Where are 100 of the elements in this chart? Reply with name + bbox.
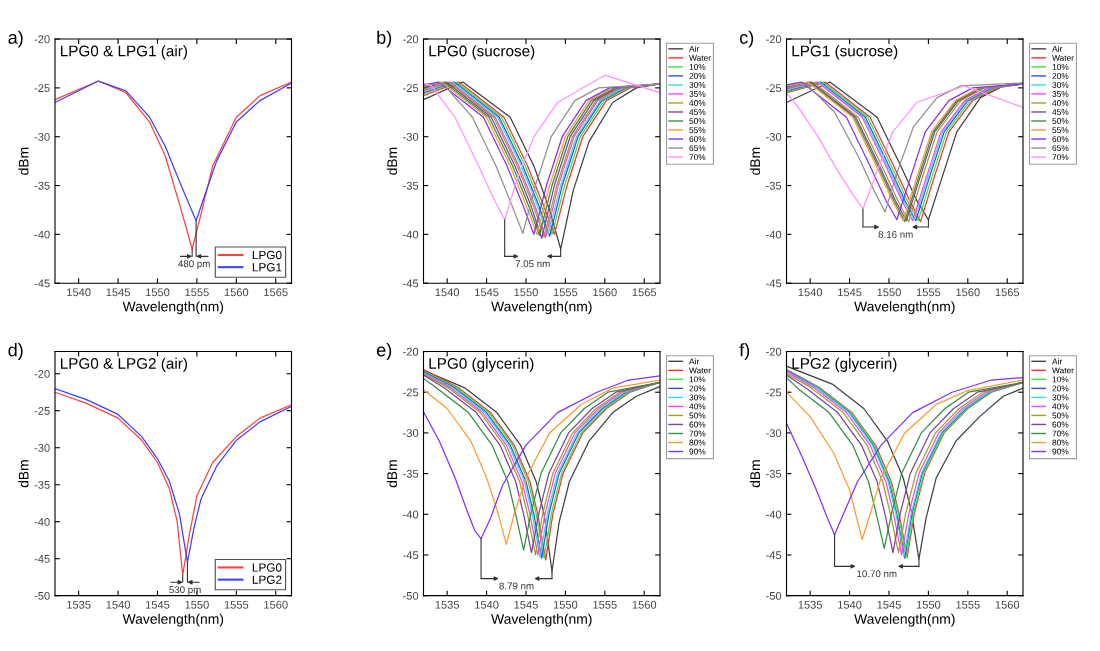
y-tick-label: -50 bbox=[34, 591, 50, 600]
x-tick-label: 1545 bbox=[877, 600, 901, 609]
x-tick-label: 1545 bbox=[838, 288, 862, 297]
y-tick-label: -45 bbox=[34, 279, 50, 288]
y-tick-label: -45 bbox=[766, 279, 782, 288]
legend-label: 65% bbox=[1052, 145, 1069, 152]
annotation: 7.05 nm bbox=[515, 260, 550, 268]
x-axis-title: Wavelength(nm) bbox=[491, 613, 592, 627]
y-tick-label: -40 bbox=[766, 230, 782, 239]
x-tick-label: 1555 bbox=[593, 600, 617, 609]
text: c) bbox=[739, 30, 754, 48]
x-tick-label: 1550 bbox=[916, 600, 941, 609]
legend-label: 10% bbox=[689, 376, 706, 383]
x-tick-label: 1560 bbox=[995, 600, 1020, 609]
legend-label: 80% bbox=[689, 439, 706, 446]
y-tick-label: -25 bbox=[766, 84, 782, 93]
legend-label: Water bbox=[689, 55, 711, 61]
y-tick-label: -50 bbox=[766, 591, 782, 600]
x-tick-label: 1560 bbox=[593, 288, 617, 297]
legend-label: 20% bbox=[689, 73, 706, 79]
chart-title: LPG0 & LPG2 (air) bbox=[60, 357, 187, 372]
legend-label: Water bbox=[1052, 55, 1074, 61]
legend-label: 10% bbox=[689, 63, 706, 70]
x-tick-label: 1545 bbox=[475, 288, 499, 297]
y-tick-label: -35 bbox=[403, 469, 419, 478]
legend-label: 30% bbox=[1052, 82, 1069, 88]
legend-label: LPG2 bbox=[252, 575, 282, 584]
legend-label: 40% bbox=[1052, 403, 1069, 410]
x-tick-label: 1550 bbox=[185, 600, 209, 609]
legend-label: 35% bbox=[689, 91, 706, 97]
legend-label: 55% bbox=[689, 127, 706, 134]
y-tick-label: -25 bbox=[403, 388, 419, 397]
text: a) bbox=[8, 30, 23, 48]
y-axis-title: dBm bbox=[386, 460, 398, 488]
text: b) bbox=[377, 30, 392, 48]
x-tick-label: 1545 bbox=[106, 288, 130, 297]
x-axis-title: Wavelength(nm) bbox=[122, 613, 224, 627]
x-tick-label: 1555 bbox=[916, 288, 941, 297]
y-tick-label: -30 bbox=[403, 132, 419, 141]
y-tick-label: -25 bbox=[403, 84, 419, 93]
y-tick-label: -40 bbox=[34, 230, 50, 239]
x-tick-label: 1550 bbox=[514, 288, 538, 297]
legend-label: 40% bbox=[689, 100, 706, 106]
legend-label: 45% bbox=[1052, 109, 1069, 115]
y-axis-title: dBm bbox=[18, 147, 29, 175]
legend-label: Water bbox=[689, 367, 711, 374]
y-tick-label: -35 bbox=[34, 480, 50, 489]
x-axis-title: Wavelength(nm) bbox=[491, 301, 592, 315]
annotation: 530 pm bbox=[169, 586, 201, 595]
y-axis-title: dBm bbox=[386, 147, 398, 175]
text: f) bbox=[739, 343, 750, 360]
line-series bbox=[55, 80, 292, 250]
y-tick-label: -25 bbox=[766, 388, 782, 397]
legend-label: 70% bbox=[1052, 430, 1069, 437]
legend-label: 70% bbox=[689, 430, 706, 437]
y-tick-label: -40 bbox=[403, 230, 419, 239]
x-tick-label: 1540 bbox=[798, 288, 823, 297]
y-tick-label: -30 bbox=[766, 132, 782, 141]
legend-label: Air bbox=[689, 358, 700, 365]
x-tick-label: 1535 bbox=[798, 600, 823, 609]
legend-label: 60% bbox=[1052, 136, 1069, 143]
legend-label: 70% bbox=[1052, 154, 1069, 161]
legend-label: 30% bbox=[689, 82, 706, 88]
y-tick-label: -45 bbox=[403, 279, 419, 288]
x-tick-label: 1540 bbox=[106, 600, 130, 609]
x-tick-label: 1555 bbox=[185, 288, 209, 297]
y-tick-label: -40 bbox=[34, 517, 50, 526]
y-tick-label: -20 bbox=[766, 35, 782, 44]
y-tick-label: -30 bbox=[403, 429, 419, 438]
y-tick-label: -35 bbox=[34, 181, 50, 190]
legend-label: 20% bbox=[1052, 73, 1069, 79]
x-tick-label: 1555 bbox=[224, 600, 249, 609]
x-tick-label: 1550 bbox=[553, 600, 578, 609]
y-axis-title: dBm bbox=[749, 460, 761, 488]
legend-label: 20% bbox=[689, 385, 706, 392]
y-tick-label: -30 bbox=[34, 443, 50, 452]
legend-label: 90% bbox=[1052, 448, 1069, 455]
y-tick-label: -20 bbox=[766, 347, 782, 356]
x-tick-label: 1550 bbox=[145, 288, 170, 297]
x-tick-label: 1535 bbox=[435, 600, 460, 609]
x-tick-label: 1545 bbox=[514, 600, 538, 609]
legend-label: LPG1 bbox=[252, 263, 282, 272]
y-tick-label: -25 bbox=[34, 84, 50, 93]
y-tick-label: -30 bbox=[34, 132, 50, 141]
legend-label: 10% bbox=[1052, 63, 1069, 70]
legend-label: Air bbox=[1052, 358, 1063, 365]
legend-label: LPG0 bbox=[252, 563, 282, 572]
x-axis-title: Wavelength(nm) bbox=[854, 613, 955, 627]
y-tick-label: -50 bbox=[403, 591, 419, 600]
legend-label: 50% bbox=[689, 412, 706, 419]
annotation: 480 pm bbox=[178, 260, 210, 270]
x-axis-title: Wavelength(nm) bbox=[122, 301, 224, 315]
x-tick-label: 1550 bbox=[877, 288, 901, 297]
legend-label: Water bbox=[1052, 367, 1074, 374]
legend-label: 55% bbox=[1052, 127, 1069, 134]
y-tick-label: -45 bbox=[403, 551, 419, 560]
legend-label: 50% bbox=[1052, 412, 1069, 419]
x-tick-label: 1540 bbox=[67, 288, 91, 297]
x-tick-label: 1565 bbox=[995, 288, 1020, 297]
y-tick-label: -35 bbox=[766, 181, 782, 190]
